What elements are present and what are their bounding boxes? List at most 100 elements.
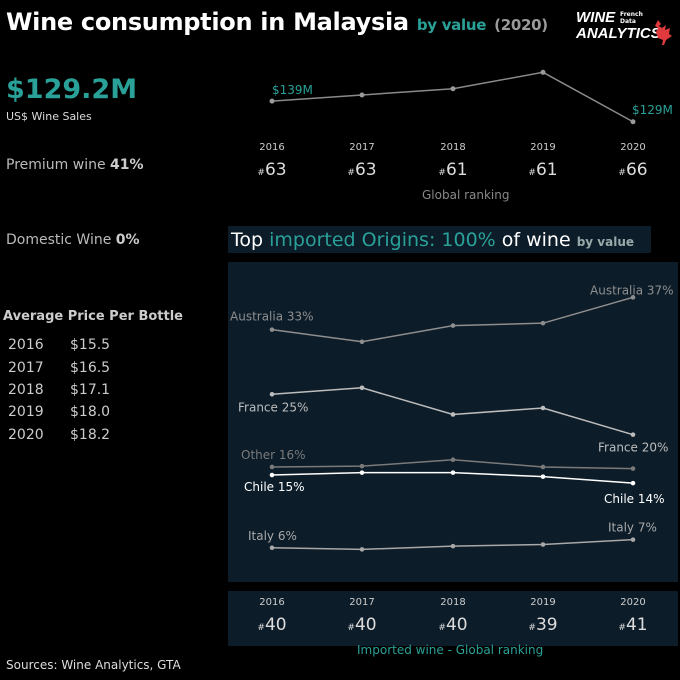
- imports-global-rank: #40: [347, 615, 377, 635]
- imports-title-d: by value: [576, 235, 635, 249]
- import-start-label: France 25%: [238, 400, 308, 414]
- sales-point: [269, 98, 275, 104]
- sales-trend-chart: $139M $129M: [269, 69, 673, 125]
- premium-value: 41%: [110, 157, 144, 173]
- imports-global-rank: #40: [438, 615, 468, 635]
- import-point: [450, 457, 456, 463]
- import-point: [269, 545, 275, 551]
- import-point: [269, 391, 275, 397]
- import-point: [630, 466, 636, 471]
- avg-price-row: 2017 $16.5: [0, 360, 200, 380]
- imports-title-b: imported Origins: 100%: [269, 229, 496, 251]
- imports-chart-panel: [228, 262, 678, 582]
- title-by-value: by value: [416, 16, 487, 34]
- logo-sub2: Data: [620, 18, 636, 25]
- import-point: [269, 464, 275, 470]
- sales-point: [540, 69, 546, 75]
- import-point: [359, 463, 365, 469]
- imports-global-rank: #39: [528, 615, 558, 635]
- sales-point: [450, 86, 456, 92]
- sales-year-label: 2020: [620, 142, 646, 153]
- global-ranking-caption: Global ranking: [422, 188, 510, 202]
- sources-footer: Sources: Wine Analytics, GTA: [6, 658, 181, 672]
- import-point: [630, 295, 636, 300]
- avg-price-value: $17.1: [70, 382, 111, 398]
- wine-analytics-logo: WINE French Data ANALYTICS: [576, 10, 676, 50]
- imports-global-rank: #41: [618, 615, 648, 635]
- logo-line1: WINE: [576, 9, 616, 26]
- avg-price-row: 2019 $18.0: [0, 404, 200, 424]
- import-start-label: Other 16%: [241, 448, 306, 462]
- title-year: (2020): [494, 16, 548, 34]
- import-point: [630, 480, 636, 486]
- imports-year-label: 2016: [259, 597, 285, 608]
- import-point: [540, 542, 546, 547]
- import-point: [540, 474, 546, 479]
- rooster-icon: [655, 20, 672, 45]
- premium-stat: Premium wine 41%: [6, 157, 144, 173]
- imports-ranking-caption: Imported wine - Global ranking: [357, 643, 544, 657]
- import-line-australia: [271, 296, 634, 343]
- avg-price-year: 2016: [8, 337, 44, 353]
- imports-ranking-panel: [228, 591, 678, 646]
- import-point: [630, 432, 636, 437]
- avg-price-value: $15.5: [70, 337, 111, 353]
- domestic-stat: Domestic Wine 0%: [6, 232, 140, 248]
- sales-year-label: 2019: [530, 142, 556, 153]
- sales-kpi-value: $129.2M: [6, 74, 138, 105]
- imports-year-label: 2020: [620, 597, 646, 608]
- sales-global-rank: #66: [618, 160, 648, 180]
- avg-price-value: $18.2: [70, 427, 111, 443]
- imports-global-rank: #40: [257, 615, 287, 635]
- avg-price-year: 2017: [8, 360, 44, 376]
- import-point: [540, 464, 546, 470]
- import-start-label: Australia 33%: [230, 310, 314, 324]
- imports-title-a: Top: [231, 229, 270, 251]
- sales-kpi-label: US$ Wine Sales: [6, 110, 92, 123]
- import-point: [269, 472, 275, 478]
- imports-title-c: of wine: [495, 229, 577, 251]
- sales-year-label: 2018: [440, 142, 466, 153]
- avg-price-value: $18.0: [70, 404, 111, 420]
- import-point: [450, 412, 456, 417]
- avg-price-year: 2020: [8, 427, 44, 443]
- import-start-label: Chile 15%: [244, 480, 305, 494]
- import-point: [630, 537, 636, 542]
- import-end-label: Chile 14%: [604, 492, 665, 506]
- sales-start-label: $139M: [272, 83, 313, 97]
- import-point: [359, 470, 365, 475]
- sales-year-label: 2017: [349, 142, 375, 153]
- import-point: [450, 323, 456, 328]
- avg-price-row: 2018 $17.1: [0, 382, 200, 402]
- import-point: [269, 327, 275, 332]
- import-point: [450, 543, 456, 549]
- imports-title-bar: [228, 226, 651, 253]
- sales-point: [630, 119, 636, 125]
- logo-line2: ANALYTICS: [576, 25, 661, 42]
- import-end-label: France 20%: [598, 441, 668, 455]
- sales-point: [359, 92, 365, 98]
- sales-global-rank: #61: [438, 160, 468, 180]
- avg-price-row: 2016 $15.5: [0, 337, 200, 357]
- avg-price-row: 2020 $18.2: [0, 427, 200, 447]
- title-main: Wine consumption in Malaysia: [6, 8, 409, 36]
- import-end-label: Australia 37%: [590, 283, 674, 297]
- imports-year-label: 2018: [440, 597, 466, 608]
- import-point: [540, 320, 546, 326]
- avg-price-value: $16.5: [70, 360, 111, 376]
- avg-price-year: 2018: [8, 382, 44, 398]
- import-point: [359, 339, 365, 345]
- sales-end-label: $129M: [632, 103, 673, 117]
- logo-sub1: French: [620, 11, 643, 18]
- import-line-france: [271, 387, 634, 436]
- avg-price-year: 2019: [8, 404, 44, 420]
- avg-price-title: Average Price Per Bottle: [3, 309, 183, 324]
- sales-year-label: 2016: [259, 142, 285, 153]
- imports-year-label: 2017: [349, 597, 375, 608]
- premium-label: Premium wine: [6, 157, 106, 173]
- import-point: [540, 405, 546, 411]
- domestic-value: 0%: [115, 232, 140, 248]
- import-start-label: Italy 6%: [248, 529, 297, 543]
- import-point: [359, 385, 365, 391]
